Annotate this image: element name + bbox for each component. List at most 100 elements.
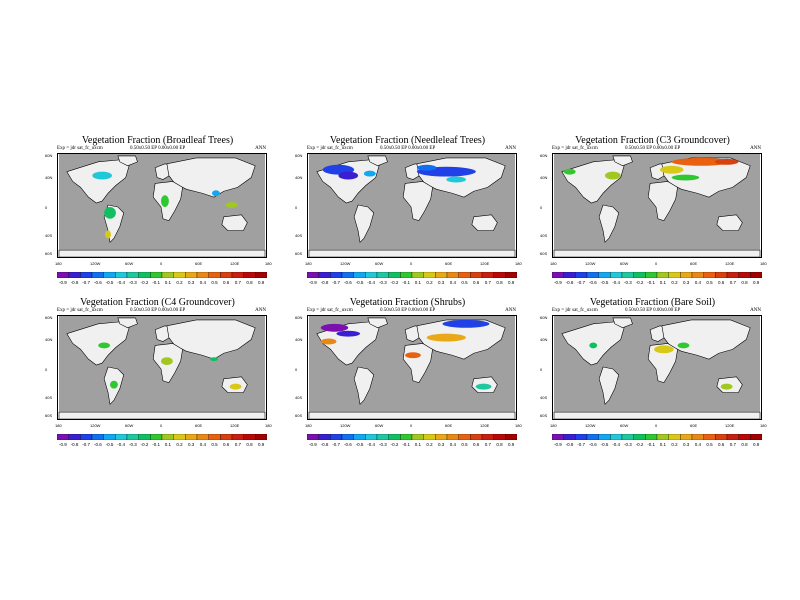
colorbar-swatch — [243, 434, 256, 440]
land-mass — [612, 155, 633, 167]
map-panel: Vegetation Fraction (C3 Groundcover) Exp … — [540, 135, 767, 285]
colorbar-label: -0.4 — [367, 280, 376, 285]
colorbar-swatch — [633, 272, 646, 278]
colorbar-swatch — [365, 272, 378, 278]
colorbar-swatch — [341, 434, 354, 440]
colorbar-label: 0.8 — [741, 280, 748, 285]
panel-title: Vegetation Fraction (C3 Groundcover) — [575, 135, 730, 146]
vegetation-patch — [405, 352, 421, 359]
colorbar-swatch — [668, 272, 681, 278]
colorbar-label: 0.5 — [461, 280, 468, 285]
colorbar-label: 0.8 — [741, 442, 748, 447]
vegetation-patch — [659, 165, 684, 174]
colorbar-label: -0.8 — [70, 280, 79, 285]
map-panel: Vegetation Fraction (C4 Groundcover) Exp … — [45, 297, 272, 447]
colorbar-swatch — [575, 434, 588, 440]
case-label: Exp = jdr sat_fc_uxcm — [552, 308, 598, 313]
colorbar-swatch — [126, 272, 139, 278]
vegetation-patch — [677, 342, 690, 349]
case-label: Exp = jdr sat_fc_uxcm — [57, 146, 103, 151]
colorbar-swatch — [715, 434, 728, 440]
colorbar-label: 0.3 — [683, 280, 690, 285]
land-mass — [308, 411, 516, 420]
colorbar-swatch — [668, 434, 681, 440]
colorbar-swatch — [552, 434, 564, 440]
colorbar-swatch — [598, 434, 611, 440]
vegetation-patch — [105, 230, 111, 239]
lon-tick-label: 0 — [410, 261, 413, 266]
colorbar-label: -0.5 — [355, 442, 364, 447]
world-map — [57, 315, 267, 420]
colorbar-swatch — [411, 272, 424, 278]
colorbar-label: 0.5 — [211, 442, 218, 447]
colorbar-label: 0.1 — [659, 280, 666, 285]
world-map — [552, 315, 762, 420]
colorbar-label: -0.9 — [58, 280, 67, 285]
colorbar-swatch — [411, 434, 424, 440]
lon-tick-label: 120W — [340, 261, 351, 266]
land-mass — [353, 366, 375, 405]
colorbar-swatch — [680, 272, 693, 278]
colorbar-swatch — [196, 272, 209, 278]
land-mass — [402, 181, 433, 222]
lat-tick-label: 0 — [45, 205, 48, 210]
vegetation-patch — [110, 380, 118, 389]
colorbar-swatch — [505, 434, 517, 440]
colorbar-swatch — [330, 272, 343, 278]
lat-tick-label: 40S — [295, 395, 303, 400]
colorbar-label: -0.7 — [332, 442, 341, 447]
case-label: Exp = jdr sat_fc_uxcm — [307, 146, 353, 151]
colorbar-label: -0.9 — [553, 442, 562, 447]
colorbar-swatch — [80, 434, 93, 440]
vegetation-patch — [161, 195, 169, 207]
colorbar-label: -0.6 — [93, 442, 102, 447]
resolution-label: 0.50x0.50 EP 0.00x0.00 EP — [380, 308, 436, 313]
colorbar-label: -0.9 — [553, 280, 562, 285]
colorbar-label: 0.7 — [234, 280, 241, 285]
vegetation-patch — [720, 383, 733, 390]
vegetation-patch — [338, 171, 359, 180]
colorbar-label: 0.2 — [671, 280, 678, 285]
colorbar-label: -0.7 — [82, 442, 91, 447]
colorbar-swatch — [423, 434, 436, 440]
colorbar-swatch — [173, 272, 186, 278]
vegetation-patch — [654, 345, 674, 354]
colorbar-label: 0.7 — [729, 280, 736, 285]
lon-tick-label: 120W — [585, 261, 596, 266]
colorbar-label: -0.5 — [105, 442, 114, 447]
colorbar-swatch — [185, 434, 198, 440]
colorbar-label: -0.4 — [612, 442, 621, 447]
map-canvas — [308, 154, 516, 258]
colorbar-swatch — [255, 434, 267, 440]
land-mass — [598, 204, 620, 243]
colorbar-swatch — [400, 434, 413, 440]
colorbar-swatch — [715, 272, 728, 278]
colorbar-swatch — [231, 272, 244, 278]
colorbar-swatch — [68, 434, 81, 440]
colorbar-label: 0.8 — [496, 280, 503, 285]
lat-tick-label: 60N — [540, 153, 548, 158]
colorbar-swatch — [691, 434, 704, 440]
colorbar-swatch — [726, 434, 739, 440]
colorbar-label: 0.9 — [508, 280, 515, 285]
colorbar-swatch — [435, 272, 448, 278]
vegetation-patch — [416, 164, 437, 171]
season-label: ANN — [750, 308, 761, 313]
vegetation-patch — [563, 168, 576, 175]
colorbar-swatch — [103, 272, 116, 278]
colorbar-label: 0.2 — [671, 442, 678, 447]
season-label: ANN — [255, 308, 266, 313]
colorbar-swatch — [656, 272, 669, 278]
land-mass — [58, 411, 266, 420]
colorbar-label: 0.8 — [246, 442, 253, 447]
season-label: ANN — [750, 146, 761, 151]
colorbar-swatch — [750, 434, 762, 440]
colorbar-swatch — [103, 434, 116, 440]
lon-tick-label: 0 — [655, 423, 658, 428]
colorbar-swatch — [446, 272, 459, 278]
colorbar-label: 0.6 — [718, 280, 725, 285]
colorbar-swatch — [738, 272, 751, 278]
colorbar-swatch — [318, 272, 331, 278]
lon-tick-label: 60E — [445, 261, 453, 266]
colorbar-swatch — [388, 434, 401, 440]
